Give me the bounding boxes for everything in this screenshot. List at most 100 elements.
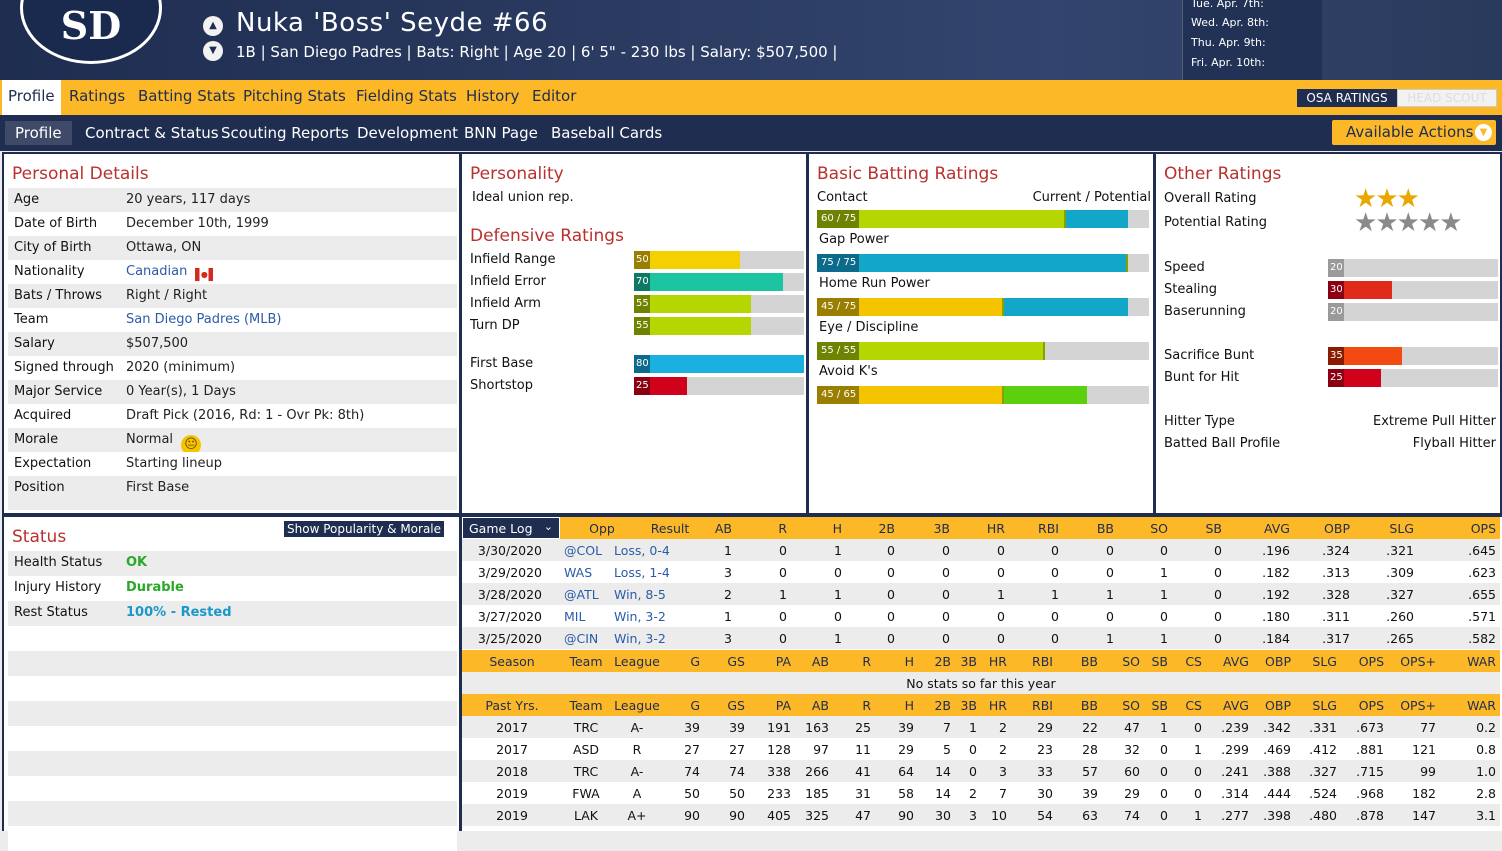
column-header[interactable]: Season bbox=[489, 654, 535, 669]
tab-profile[interactable]: Profile bbox=[2, 80, 61, 115]
game-result[interactable]: Loss, 0-4 bbox=[614, 543, 670, 558]
column-header[interactable]: SO bbox=[1122, 698, 1140, 713]
column-header[interactable]: OPS bbox=[1470, 521, 1496, 536]
column-header[interactable]: 2B bbox=[878, 521, 895, 536]
column-header[interactable]: OBP bbox=[1265, 654, 1291, 669]
column-header[interactable]: Team bbox=[569, 654, 603, 669]
column-header[interactable]: CS bbox=[1185, 698, 1202, 713]
tab-ratings[interactable]: Ratings bbox=[69, 87, 126, 105]
column-header[interactable]: Opp bbox=[589, 521, 615, 536]
available-actions-button[interactable]: Available Actions ▼ bbox=[1332, 120, 1496, 145]
subtab-development[interactable]: Development bbox=[357, 124, 458, 142]
game-result[interactable]: Win, 8-5 bbox=[614, 587, 666, 602]
game-opponent[interactable]: @CIN bbox=[564, 631, 599, 646]
column-header[interactable]: BB bbox=[1096, 521, 1114, 536]
column-header[interactable]: AVG bbox=[1264, 521, 1290, 536]
column-header[interactable]: PA bbox=[775, 654, 791, 669]
column-header[interactable]: PA bbox=[775, 698, 791, 713]
column-header[interactable]: WAR bbox=[1467, 698, 1496, 713]
column-header[interactable]: Team bbox=[569, 698, 603, 713]
team-cell[interactable]: ASD bbox=[572, 742, 600, 757]
column-header[interactable]: 3B bbox=[960, 654, 977, 669]
column-header[interactable]: RBI bbox=[1032, 654, 1053, 669]
previous-player-icon[interactable]: ▲ bbox=[203, 16, 223, 36]
subtab-contract-status[interactable]: Contract & Status bbox=[85, 124, 219, 142]
column-header[interactable]: HR bbox=[988, 654, 1007, 669]
detail-link[interactable]: Canadian ● bbox=[126, 264, 214, 281]
column-header[interactable]: H bbox=[904, 654, 914, 669]
column-header[interactable]: G bbox=[690, 654, 700, 669]
column-header[interactable]: Result bbox=[650, 521, 690, 536]
column-header[interactable]: OPS+ bbox=[1400, 654, 1436, 669]
tab-batting-stats[interactable]: Batting Stats bbox=[138, 87, 236, 105]
column-header[interactable]: Past Yrs. bbox=[485, 698, 539, 713]
column-header[interactable]: AB bbox=[714, 521, 732, 536]
game-result[interactable]: Loss, 1-4 bbox=[614, 565, 670, 580]
column-header[interactable]: OBP bbox=[1324, 521, 1350, 536]
column-header[interactable]: SO bbox=[1150, 521, 1168, 536]
column-header[interactable]: 2B bbox=[934, 654, 951, 669]
column-header[interactable]: RBI bbox=[1038, 521, 1059, 536]
column-header[interactable]: League bbox=[614, 654, 660, 669]
column-header[interactable]: SLG bbox=[1312, 698, 1337, 713]
tab-editor[interactable]: Editor bbox=[532, 87, 577, 105]
column-header[interactable]: R bbox=[862, 698, 871, 713]
column-header[interactable]: BB bbox=[1080, 698, 1098, 713]
column-header[interactable]: G bbox=[690, 698, 700, 713]
column-header[interactable]: GS bbox=[727, 654, 745, 669]
column-header[interactable]: OPS+ bbox=[1400, 698, 1436, 713]
column-header[interactable]: R bbox=[778, 521, 787, 536]
subtab-bnn-page[interactable]: BNN Page bbox=[464, 124, 538, 142]
column-header[interactable]: SO bbox=[1122, 654, 1140, 669]
column-header[interactable]: RBI bbox=[1032, 698, 1053, 713]
column-header[interactable]: AB bbox=[811, 654, 829, 669]
column-header[interactable]: OBP bbox=[1265, 698, 1291, 713]
column-header[interactable]: HR bbox=[986, 521, 1005, 536]
column-header[interactable]: AB bbox=[811, 698, 829, 713]
stat-cell: 1 bbox=[969, 720, 977, 735]
column-header[interactable]: SB bbox=[1151, 698, 1168, 713]
game-result[interactable]: Win, 3-2 bbox=[614, 631, 666, 646]
team-cell[interactable]: TRC bbox=[573, 764, 599, 779]
column-header[interactable]: SLG bbox=[1389, 521, 1414, 536]
column-header[interactable]: H bbox=[904, 698, 914, 713]
show-popularity-morale-button[interactable]: Show Popularity & Morale bbox=[283, 520, 446, 538]
game-result[interactable]: Win, 3-2 bbox=[614, 609, 666, 624]
column-header[interactable]: WAR bbox=[1467, 654, 1496, 669]
detail-link[interactable]: San Diego Padres (MLB) bbox=[126, 312, 282, 327]
column-header[interactable]: H bbox=[832, 521, 842, 536]
game-opponent[interactable]: @ATL bbox=[564, 587, 599, 602]
tab-fielding-stats[interactable]: Fielding Stats bbox=[356, 87, 457, 105]
osa-ratings-toggle[interactable]: OSA RATINGS bbox=[1297, 89, 1397, 107]
game-log-select[interactable]: Game Log ⌄ bbox=[462, 517, 560, 539]
column-header[interactable]: OPS bbox=[1358, 698, 1384, 713]
subtab-profile[interactable]: Profile bbox=[5, 121, 72, 145]
column-header[interactable]: SB bbox=[1205, 521, 1222, 536]
tab-pitching-stats[interactable]: Pitching Stats bbox=[243, 87, 346, 105]
column-header[interactable]: BB bbox=[1080, 654, 1098, 669]
team-cell[interactable]: FWA bbox=[572, 786, 600, 801]
tab-history[interactable]: History bbox=[466, 87, 520, 105]
column-header[interactable]: 2B bbox=[934, 698, 951, 713]
column-header[interactable]: HR bbox=[988, 698, 1007, 713]
column-header[interactable]: OPS bbox=[1358, 654, 1384, 669]
team-cell[interactable]: LAK bbox=[574, 808, 598, 823]
column-header[interactable]: CS bbox=[1185, 654, 1202, 669]
subtab-baseball-cards[interactable]: Baseball Cards bbox=[551, 124, 663, 142]
head-scout-toggle[interactable]: HEAD SCOUT bbox=[1397, 89, 1497, 107]
column-header[interactable]: GS bbox=[727, 698, 745, 713]
column-header[interactable]: 3B bbox=[933, 521, 950, 536]
game-opponent[interactable]: MIL bbox=[564, 609, 586, 624]
team-cell[interactable]: TRC bbox=[573, 720, 599, 735]
next-player-icon[interactable]: ▼ bbox=[203, 41, 223, 61]
game-opponent[interactable]: @COL bbox=[564, 543, 603, 558]
subtab-scouting-reports[interactable]: Scouting Reports bbox=[221, 124, 349, 142]
column-header[interactable]: AVG bbox=[1223, 654, 1249, 669]
column-header[interactable]: SB bbox=[1151, 654, 1168, 669]
game-opponent[interactable]: WAS bbox=[564, 565, 593, 580]
column-header[interactable]: League bbox=[614, 698, 660, 713]
column-header[interactable]: AVG bbox=[1223, 698, 1249, 713]
column-header[interactable]: SLG bbox=[1312, 654, 1337, 669]
column-header[interactable]: R bbox=[862, 654, 871, 669]
column-header[interactable]: 3B bbox=[960, 698, 977, 713]
